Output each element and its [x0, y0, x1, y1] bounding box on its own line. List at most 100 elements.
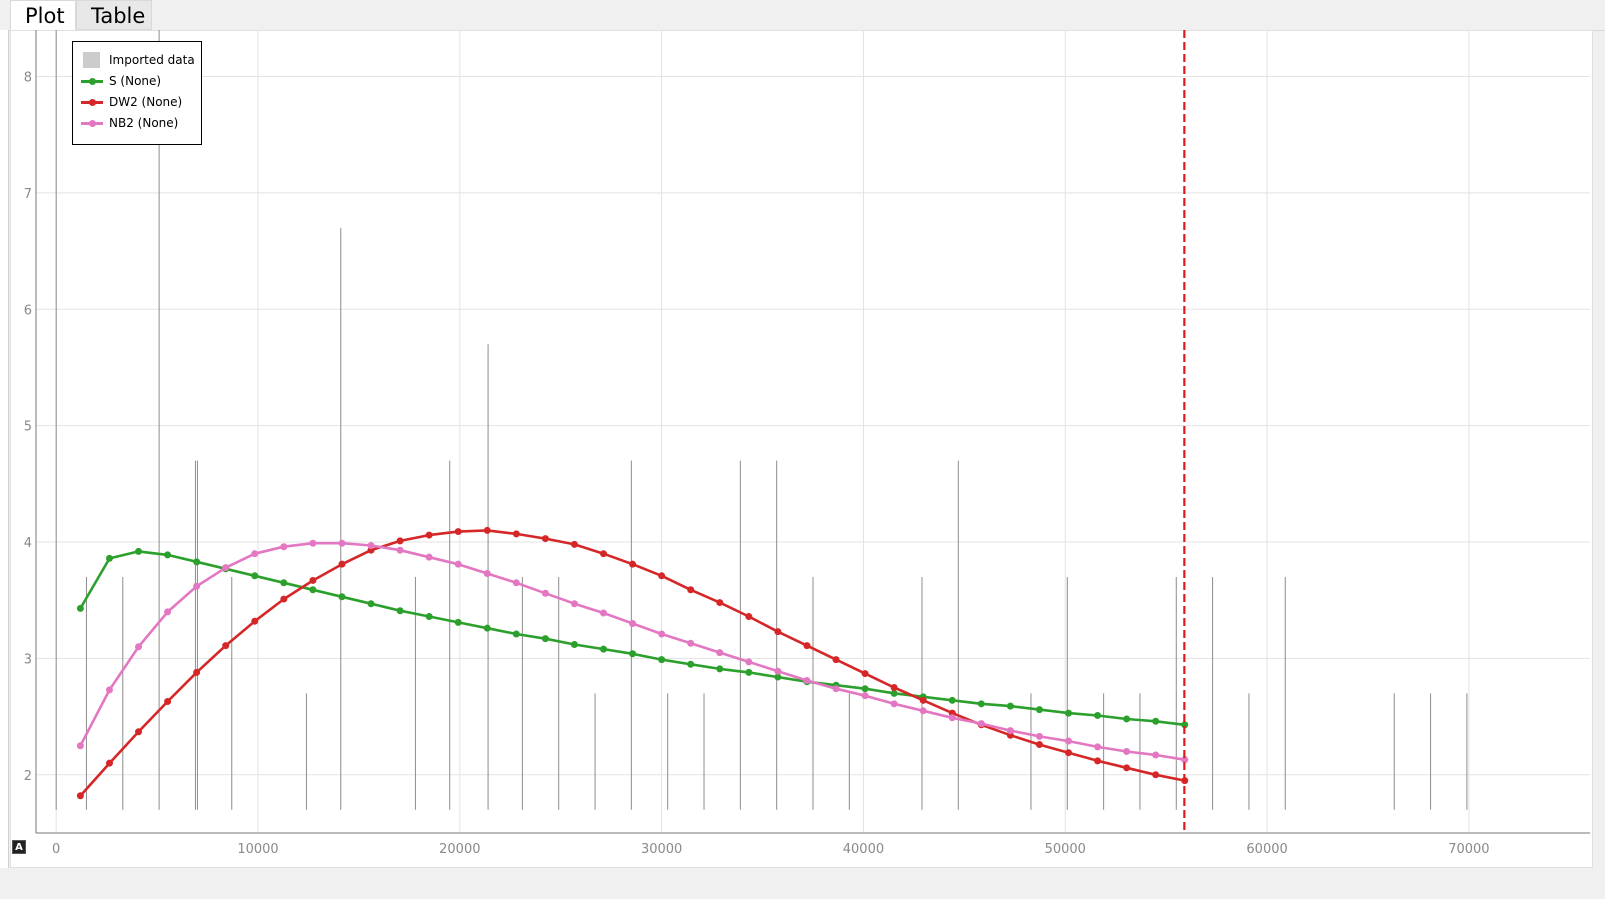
series-s-point [483, 624, 491, 632]
series-dw2-point [716, 599, 724, 607]
series-nb2-point [425, 553, 433, 561]
series-nb2-point [977, 720, 985, 728]
series-nb2-point [193, 582, 201, 590]
tab-table[interactable]: Table [76, 0, 152, 30]
series-dw2-point [745, 613, 753, 621]
legend: Imported data S (None) DW2 (None) NB2 (N… [72, 41, 202, 145]
series-s-point [1094, 711, 1102, 719]
series-s-point [1035, 706, 1043, 714]
series-dw2-point [600, 550, 608, 558]
series-s-point [890, 689, 898, 697]
series-dw2-point [193, 668, 201, 676]
series-dw2-point [454, 528, 462, 536]
series-nb2-point [280, 543, 288, 551]
series-nb2-point [222, 564, 230, 572]
series-dw2-point [570, 540, 578, 548]
tab-plot[interactable]: Plot [10, 0, 76, 30]
legend-label-dw2: DW2 (None) [109, 95, 183, 109]
plot-area[interactable] [10, 30, 1593, 868]
series-s-point [367, 600, 375, 608]
series-s-point [1006, 702, 1014, 710]
series-s-point [338, 593, 346, 601]
series-nb2-point [948, 714, 956, 722]
series-dw2-point [890, 684, 898, 692]
x-tick-label: 60000 [1246, 842, 1287, 857]
series-nb2-point [600, 609, 608, 617]
series-s-point [1181, 721, 1189, 729]
dw2-marker-swatch [89, 99, 96, 106]
auto-scale-button[interactable]: A [12, 840, 26, 854]
series-s-point [76, 604, 84, 612]
series-dw2-point [483, 526, 491, 534]
series-s-point [716, 665, 724, 673]
grid-vertical [55, 30, 1470, 833]
series-nb2-point [105, 686, 113, 694]
series-s-point [1152, 717, 1160, 725]
s-marker-swatch [89, 78, 96, 85]
series-nb2-point [135, 643, 143, 651]
series-nb2-point [919, 707, 927, 715]
series-s-point [600, 645, 608, 653]
series-s-point [629, 650, 637, 658]
series-s-point [425, 613, 433, 621]
y-tick-label: 8 [24, 71, 32, 86]
series-dw2-point [512, 530, 520, 538]
series-s-point [745, 668, 753, 676]
series-dw2-point [1152, 771, 1160, 779]
series-s-point [164, 551, 172, 559]
y-tick-label: 2 [24, 769, 32, 784]
series-dw2-point [629, 560, 637, 568]
imported-data-stems [55, 30, 1468, 810]
series-dw2-point [861, 670, 869, 678]
series-nb2-point [512, 579, 520, 587]
status-strip [0, 868, 1605, 899]
series-nb2-point [454, 560, 462, 568]
series-s-point [251, 572, 259, 580]
series-nb2-point [687, 639, 695, 647]
series-dw2-point [832, 656, 840, 664]
series-s-point [570, 640, 578, 648]
series-nb2-point [541, 589, 549, 597]
series-dw2-point [658, 572, 666, 580]
series-s-line [79, 550, 1185, 727]
series-dw2-point [76, 792, 84, 800]
series-s-point [396, 607, 404, 615]
series-nb2-point [483, 569, 491, 577]
series-s-point [280, 579, 288, 587]
x-tick-label: 10000 [237, 842, 278, 857]
series-dw2-point [919, 696, 927, 704]
y-tick-label: 7 [24, 187, 32, 202]
series-dw2-point [1123, 764, 1131, 772]
series-nb2-point [774, 667, 782, 675]
grid-horizontal [36, 76, 1590, 776]
series-s-point [135, 547, 143, 555]
series-nb2-point [1181, 756, 1189, 764]
series-s-point [948, 696, 956, 704]
series-nb2-point [890, 700, 898, 708]
y-tick-labels: 2 3 4 5 6 7 8 [24, 71, 32, 784]
series-nb2-point [832, 685, 840, 693]
series-dw2-point [425, 531, 433, 539]
series-nb2-point [1152, 751, 1160, 759]
series-nb2-point [1006, 727, 1014, 735]
series-s-point [541, 635, 549, 643]
series-s-point [309, 586, 317, 594]
series-s-point [512, 630, 520, 638]
series-s-point [861, 685, 869, 693]
series-nb2-point [367, 542, 375, 550]
series-dw2-line [79, 529, 1185, 797]
series-nb2-point [396, 546, 404, 554]
series-s-point [193, 558, 201, 566]
series-dw2-point [280, 595, 288, 603]
series-nb2-point [1123, 748, 1131, 756]
series-s-point [977, 700, 985, 708]
x-tick-label: 30000 [641, 842, 682, 857]
series-nb2-point [716, 649, 724, 657]
series-s-point [774, 673, 782, 681]
y-tick-label: 5 [24, 420, 32, 435]
x-tick-label: 0 [52, 842, 60, 857]
series-dw2-point [135, 728, 143, 736]
series-dw2-point [1094, 757, 1102, 765]
x-tick-label: 70000 [1448, 842, 1489, 857]
